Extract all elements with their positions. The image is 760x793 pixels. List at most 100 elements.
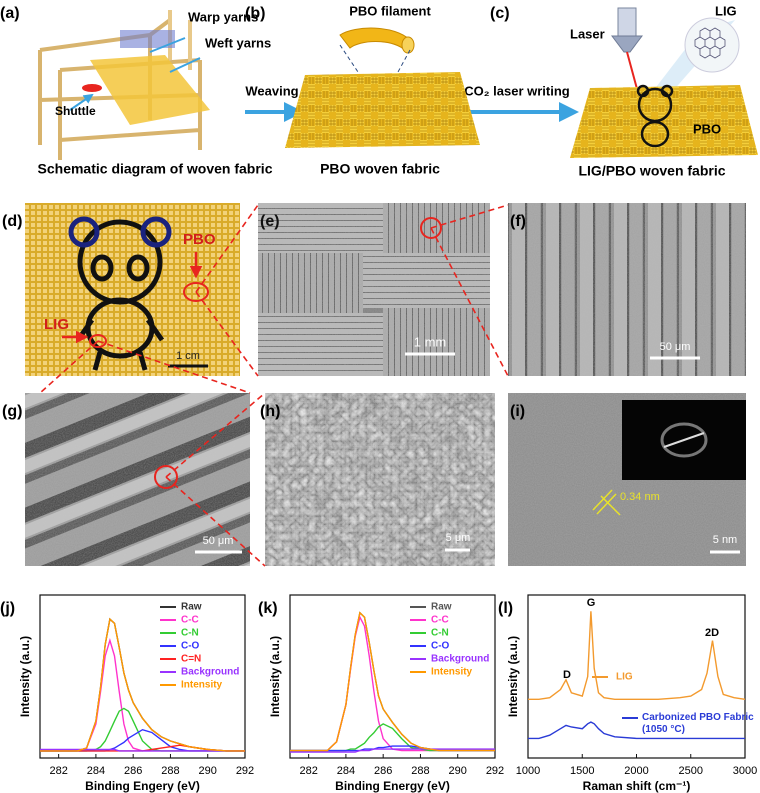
x-tick-label: 284 <box>337 765 355 777</box>
fabric <box>285 72 480 148</box>
plot-frame <box>289 594 496 759</box>
x-tick-label: 292 <box>236 765 254 777</box>
highlight-circle <box>89 334 107 348</box>
sem-image <box>265 393 495 566</box>
scale-label: 5 μm <box>446 532 471 544</box>
legend-label: C-C <box>431 615 449 626</box>
scale-label: 1 mm <box>414 334 447 349</box>
caption: PBO woven fabric <box>320 161 440 177</box>
legend-label: C-O <box>431 641 450 652</box>
legend-label: Background <box>431 654 489 665</box>
x-tick-label: 292 <box>486 765 504 777</box>
plot-frame <box>39 594 246 759</box>
panel-label: (c) <box>490 5 510 22</box>
series-line <box>290 611 495 752</box>
series-line <box>290 748 495 753</box>
annotation: Warp yarns <box>188 9 258 24</box>
legend-label: C-C <box>181 615 199 626</box>
scale-label: 50 μm <box>660 341 691 353</box>
legend-label: Raw <box>431 602 452 613</box>
legend-label: Intensity <box>181 680 223 691</box>
x-tick-label: 1000 <box>516 765 540 777</box>
highlight-circle <box>420 217 442 239</box>
panda-pattern <box>68 216 172 371</box>
lattice-marker <box>592 489 621 516</box>
x-tick-label: 1500 <box>570 765 594 777</box>
y-axis-label: Intensity (a.u.) <box>268 636 282 717</box>
diffraction-streak <box>663 432 705 448</box>
scale-label: 5 nm <box>713 534 737 546</box>
x-tick-label: 3000 <box>733 765 757 777</box>
legend-label: LIG <box>616 672 633 683</box>
x-tick-label: 286 <box>374 765 392 777</box>
highlight-circle <box>183 282 209 302</box>
x-tick-label: 286 <box>124 765 142 777</box>
x-tick-label: 282 <box>49 765 67 777</box>
series-line <box>40 637 245 752</box>
series-line <box>528 721 745 740</box>
diffraction-ring <box>660 422 708 458</box>
graphene-lattice <box>694 27 726 59</box>
legend-label: Raw <box>181 602 202 613</box>
x-tick-label: 290 <box>199 765 217 777</box>
shuttle-icon <box>82 84 102 92</box>
panel-label: (g) <box>2 403 22 420</box>
peak-label: 2D <box>705 627 719 639</box>
y-axis-label: Intensity (a.u.) <box>506 636 520 717</box>
series-line <box>40 748 245 752</box>
panel-label: (f) <box>510 213 526 230</box>
caption: LIG/PBO woven fabric <box>578 163 725 179</box>
panel-label: (k) <box>258 600 278 617</box>
series-line <box>290 615 495 752</box>
panel-label: (e) <box>260 213 280 230</box>
x-tick-label: 290 <box>449 765 467 777</box>
legend-label: Carbonized PBO Fabric (1050 °C) <box>642 712 754 735</box>
panel-label: (h) <box>260 403 280 420</box>
legend-label: Background <box>181 667 239 678</box>
annotation: PBO filament <box>349 3 431 18</box>
series-line <box>290 611 495 752</box>
panda-outline <box>636 84 674 148</box>
filament-icon <box>339 27 411 51</box>
sem-noise <box>258 203 490 376</box>
legend-label: C-O <box>181 641 200 652</box>
annotation: LIG <box>44 316 69 333</box>
annotation: PBO <box>183 231 216 248</box>
filament-end <box>401 36 415 54</box>
peak-label: G <box>587 597 596 609</box>
series-line <box>528 611 746 700</box>
legend-label: C-N <box>181 628 199 639</box>
annotation: Shuttle <box>55 104 96 118</box>
laser-head <box>611 7 643 101</box>
process-label: CO₂ laser writing <box>464 83 570 98</box>
x-tick-label: 2500 <box>679 765 703 777</box>
x-axis-label: Binding Energy (eV) <box>335 779 450 793</box>
series-line <box>40 617 245 752</box>
y-axis-label: Intensity (a.u.) <box>18 636 32 717</box>
x-tick-label: 284 <box>87 765 105 777</box>
caption: Schematic diagram of woven fabric <box>38 161 273 177</box>
sem-noise <box>25 393 250 566</box>
legend-label: Intensity <box>431 667 473 678</box>
x-tick-label: 288 <box>411 765 429 777</box>
scale-label: 50 μm <box>203 535 234 547</box>
x-axis-label: Raman shift (cm⁻¹) <box>583 779 691 793</box>
legend-label: C-N <box>431 628 449 639</box>
highlight-circle <box>154 465 178 489</box>
panel-label: (j) <box>0 600 15 617</box>
process-label: Weaving <box>245 83 298 98</box>
scale-label: 1 cm <box>176 350 200 362</box>
annotation: LIG <box>715 3 737 18</box>
panel-label: (d) <box>2 213 22 230</box>
panel-label: (a) <box>0 5 20 22</box>
annotation: 0.34 nm <box>620 491 660 503</box>
annotation: Laser <box>570 26 605 41</box>
x-axis-label: Binding Engery (eV) <box>85 779 200 793</box>
warp-beam <box>120 30 175 48</box>
legend-label: C=N <box>181 654 201 665</box>
panel-label: (l) <box>498 600 513 617</box>
loom-fabric <box>90 55 210 125</box>
zoom-connector <box>39 204 509 567</box>
